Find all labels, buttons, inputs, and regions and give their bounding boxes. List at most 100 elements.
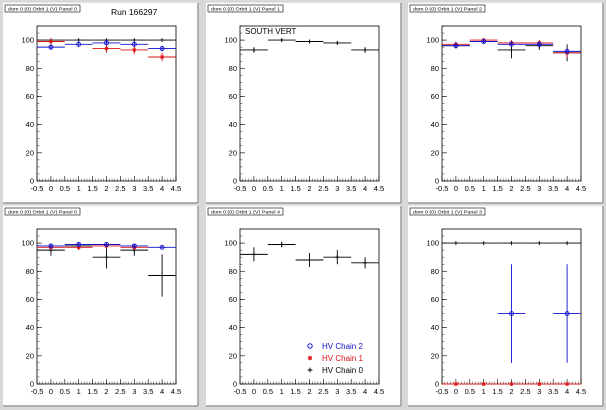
y-tick-label: 100 (21, 36, 34, 45)
x-tick-label: 2.5 (520, 387, 530, 396)
marker-plus (307, 39, 312, 44)
data-point (295, 252, 324, 268)
marker-star (132, 245, 137, 250)
x-tick-label: 1.5 (87, 184, 97, 193)
marker-star (48, 245, 53, 250)
data-point (497, 264, 526, 363)
data-point (120, 38, 149, 43)
marker-plus (251, 252, 256, 257)
x-tick-label: -0.5 (31, 184, 44, 193)
title-frame (4, 4, 81, 13)
x-tick-label: 0 (252, 387, 256, 396)
y-tick-label: 100 (426, 239, 439, 248)
x-tick-label: 2 (104, 184, 108, 193)
panel-title: dom 0 (0) Orbit 1 (V) Panel 1 (211, 7, 281, 12)
x-tick-label: 0.5 (263, 184, 273, 193)
x-tick-label: 0 (454, 387, 458, 396)
series-hv-chain-1 (442, 382, 581, 386)
y-tick-label: 60 (229, 92, 237, 101)
marker-plus (76, 38, 81, 43)
pad-background (408, 3, 603, 203)
y-tick-label: 80 (229, 267, 237, 276)
y-tick-label: 100 (224, 239, 237, 248)
marker-plus (481, 241, 486, 246)
legend-label: HV Chain 2 (322, 342, 363, 351)
title-frame (409, 4, 486, 13)
marker-star (537, 382, 542, 386)
x-tick-label: -0.5 (436, 184, 449, 193)
marker-circle (131, 41, 137, 47)
marker-circle (159, 244, 165, 250)
x-tick-label: 0.5 (465, 184, 475, 193)
x-tick-label: -0.5 (31, 387, 44, 396)
legend-marker-star (307, 355, 313, 361)
x-tick-label: 1 (77, 184, 81, 193)
data-point (148, 244, 176, 250)
y-tick-label: 80 (431, 267, 439, 276)
x-tick-label: 2 (509, 387, 513, 396)
data-point (37, 44, 65, 50)
x-tick-label: 3 (537, 387, 541, 396)
legend-marker-plus (307, 367, 313, 373)
y-tick-label: 80 (229, 64, 237, 73)
marker-circle (509, 311, 514, 316)
y-tick-label: 40 (26, 120, 34, 129)
legend-marker-circle (307, 343, 313, 349)
pad-background (408, 206, 603, 406)
y-tick-label: 20 (26, 148, 34, 157)
title-frame (409, 207, 486, 216)
y-tick-label: 40 (229, 323, 237, 332)
x-tick-label: 1 (482, 184, 486, 193)
series-hv-chain-1 (37, 38, 176, 62)
pad-background (206, 3, 401, 203)
data-point (148, 38, 176, 43)
x-tick-label: 2.5 (318, 387, 328, 396)
data-point (92, 242, 121, 247)
x-tick-label: 2 (509, 184, 513, 193)
x-tick-label: 3.5 (346, 387, 356, 396)
y-tick-label: 80 (26, 267, 34, 276)
panel-annotation: SOUTH VERT (245, 27, 297, 36)
data-point (240, 47, 268, 53)
x-tick-label: 0.5 (60, 184, 70, 193)
pad-background (206, 206, 401, 406)
y-tick-label: 20 (431, 148, 439, 157)
x-tick-label: 1 (482, 387, 486, 396)
data-point (525, 241, 554, 246)
y-tick-label: 40 (229, 120, 237, 129)
series-hv-chain-0 (442, 241, 581, 246)
x-tick-label: 4 (160, 184, 164, 193)
series-hv-chain-0 (240, 38, 379, 53)
marker-circle (564, 311, 570, 316)
title-box: dom 0 (0) Orbit 1 (V) Panel 0 (4, 4, 81, 13)
title-box: dom 0 (0) Orbit 1 (V) Panel 4 (207, 207, 284, 216)
data-point (240, 247, 268, 262)
data-point (553, 48, 581, 55)
y-tick-label: 20 (26, 351, 34, 360)
title-box: dom 0 (0) Orbit 1 (V) Panel 1 (207, 4, 284, 13)
marker-circle (48, 44, 54, 50)
series-hv-chain-0 (240, 241, 379, 269)
x-tick-label: 1.5 (87, 387, 97, 396)
marker-circle (564, 48, 570, 54)
series-hv-chain-2 (497, 264, 581, 363)
x-tick-label: 0.5 (60, 387, 70, 396)
data-point (148, 254, 176, 297)
data-point (37, 243, 65, 249)
data-point (323, 250, 352, 265)
marker-circle (536, 41, 542, 47)
x-tick-label: 4.5 (171, 184, 181, 193)
x-tick-label: 0.5 (263, 387, 273, 396)
y-tick-label: 40 (431, 323, 439, 332)
marker-star (453, 382, 458, 386)
y-tick-label: 0 (435, 380, 439, 389)
marker-plus (132, 38, 137, 43)
x-tick-label: 2 (307, 387, 311, 396)
data-point (64, 38, 93, 43)
data-point (37, 38, 65, 45)
marker-star (104, 243, 109, 248)
y-tick-label: 100 (426, 36, 439, 45)
marker-star (509, 382, 514, 386)
chart-panel-6: dom 0 (0) Orbit 1 (V) Panel 3-0.5 0 0.5 1 1.… (408, 205, 604, 407)
legend: HV Chain 2 HV Chain 1 HV Chain 0 (307, 342, 363, 375)
